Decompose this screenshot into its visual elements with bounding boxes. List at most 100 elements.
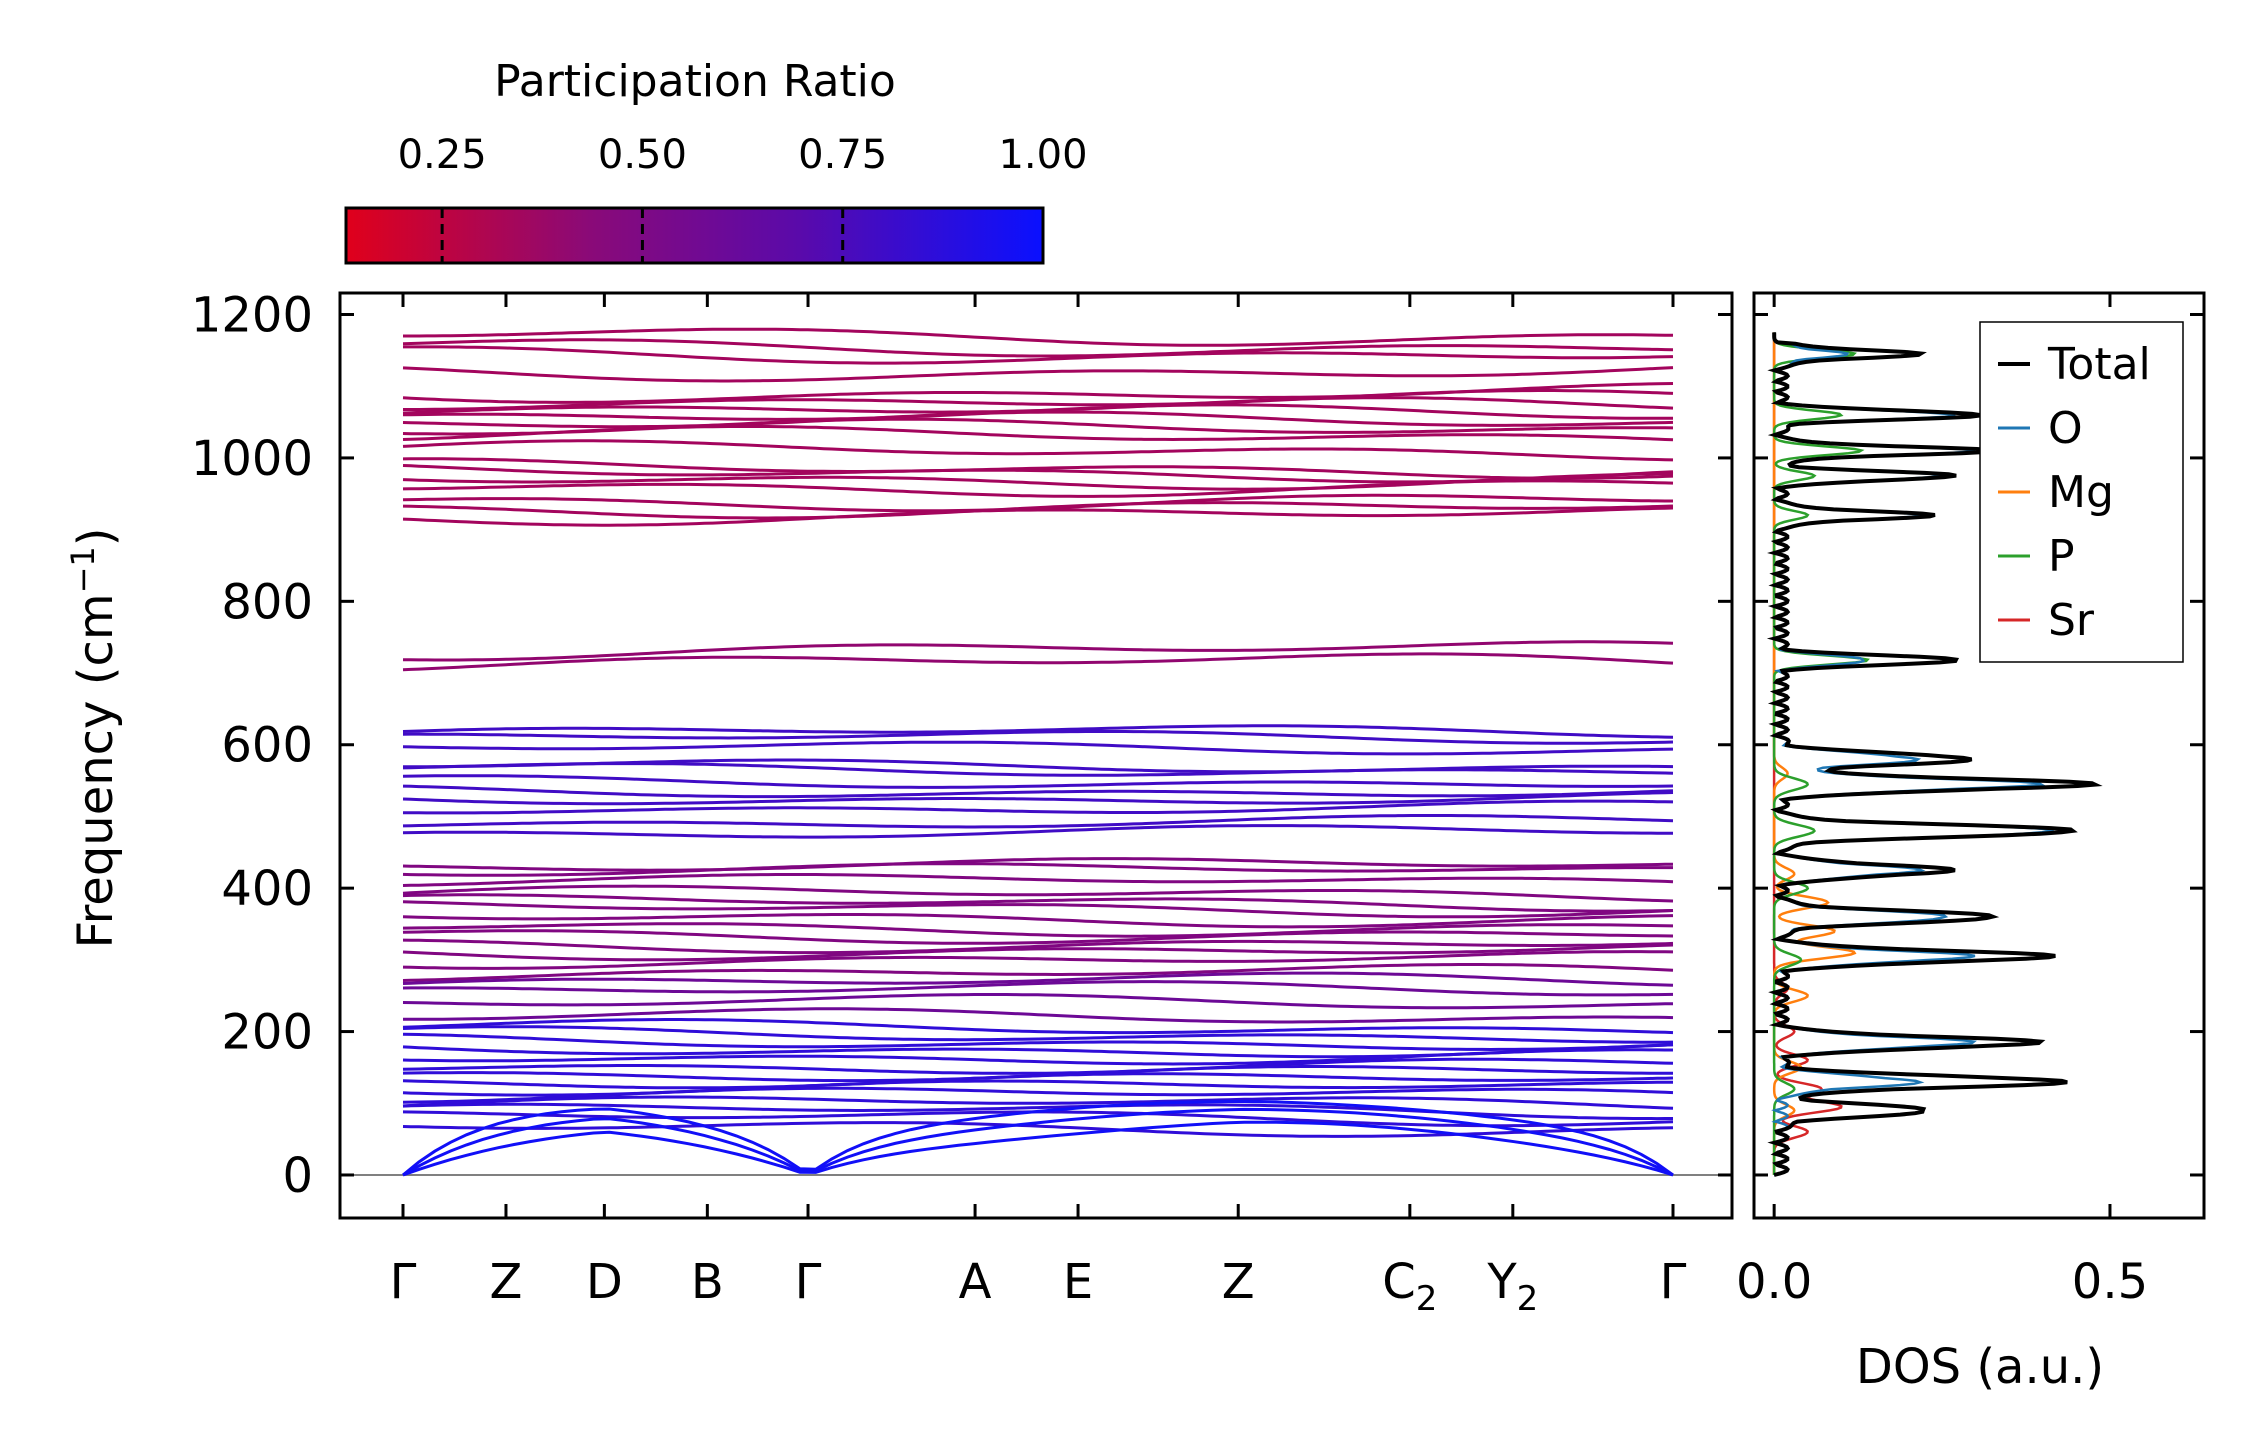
band-line bbox=[402, 1048, 1673, 1066]
band-line bbox=[402, 774, 1674, 789]
band-line bbox=[402, 1095, 1674, 1110]
band-line bbox=[403, 327, 1674, 347]
band-line bbox=[402, 640, 1674, 662]
dos-curve-total bbox=[1766, 332, 2103, 1177]
band-line bbox=[402, 1018, 1674, 1035]
band-line bbox=[402, 506, 1674, 527]
k-point-label: C2 bbox=[1382, 1254, 1437, 1319]
band-line bbox=[402, 857, 1674, 872]
k-point-label: E bbox=[1063, 1254, 1093, 1310]
y-tick-label: 0 bbox=[282, 1148, 313, 1204]
band-line bbox=[403, 345, 1674, 365]
k-point-label: D bbox=[586, 1254, 623, 1310]
y-tick-label: 200 bbox=[221, 1005, 313, 1061]
colorbar-tick-label: 0.50 bbox=[598, 132, 687, 178]
band-line bbox=[402, 1086, 1674, 1104]
dos-curves bbox=[1766, 332, 2103, 1177]
k-point-label: Z bbox=[490, 1254, 523, 1310]
band-line bbox=[402, 501, 1674, 520]
k-point-label: Z bbox=[1222, 1254, 1255, 1310]
legend-label-o: O bbox=[2048, 403, 2083, 454]
colorbar: Participation Ratio 0.25 0.50 0.75 1.00 bbox=[344, 56, 1088, 265]
dos-ticks: 0.0 0.5 bbox=[1736, 293, 2204, 1310]
band-line bbox=[403, 1007, 1674, 1024]
band-line bbox=[402, 1032, 1674, 1052]
band-line bbox=[402, 784, 1674, 799]
band-line bbox=[402, 338, 1674, 358]
band-line bbox=[402, 824, 1673, 839]
band-line bbox=[402, 884, 1674, 903]
y-tick-label: 1000 bbox=[191, 431, 313, 487]
acoustic-band-line bbox=[402, 1100, 1674, 1177]
band-line bbox=[402, 971, 1674, 987]
k-point-label: Γ bbox=[795, 1254, 822, 1310]
band-line bbox=[402, 457, 1674, 480]
y-axis-title: Frequency (cm−1) bbox=[64, 527, 124, 948]
band-line bbox=[402, 873, 1674, 887]
band-line bbox=[402, 993, 1674, 1010]
band-line bbox=[402, 862, 1673, 877]
band-line bbox=[403, 389, 1674, 411]
colorbar-title: Participation Ratio bbox=[494, 56, 896, 107]
band-line bbox=[402, 439, 1674, 462]
y-tick-label: 800 bbox=[221, 574, 313, 630]
dos-x-tick-label: 0.5 bbox=[2072, 1254, 2148, 1310]
band-line bbox=[402, 943, 1674, 962]
dos-panel: 0.0 0.5 DOS (a.u.) Total O Mg P Sr bbox=[1736, 291, 2206, 1395]
colorbar-tick-label: 0.75 bbox=[798, 132, 887, 178]
colorbar-ticks: 0.25 0.50 0.75 1.00 bbox=[398, 132, 1088, 263]
k-point-label: Γ bbox=[1660, 1254, 1687, 1310]
k-point-label: Y2 bbox=[1486, 1254, 1538, 1319]
dos-curve-p bbox=[1772, 332, 1870, 1175]
colorbar-tick-label: 1.00 bbox=[998, 132, 1087, 178]
band-line bbox=[402, 893, 1674, 913]
band-line bbox=[402, 740, 1674, 756]
band-line bbox=[402, 724, 1674, 739]
y-tick-label: 600 bbox=[221, 718, 313, 774]
band-line bbox=[402, 652, 1674, 672]
phonon-bands bbox=[402, 327, 1674, 1177]
y-tick-label: 1200 bbox=[191, 288, 313, 344]
band-line bbox=[402, 799, 1674, 815]
legend-label-sr: Sr bbox=[2048, 595, 2095, 646]
legend-label-mg: Mg bbox=[2048, 467, 2114, 518]
k-point-label: Γ bbox=[390, 1254, 417, 1310]
k-point-label: B bbox=[691, 1254, 724, 1310]
band-line bbox=[402, 950, 1674, 970]
dos-x-tick-label: 0.0 bbox=[1736, 1254, 1812, 1310]
k-point-label: A bbox=[959, 1254, 992, 1310]
band-line bbox=[402, 1025, 1674, 1044]
band-line bbox=[402, 403, 1673, 421]
legend-label-p: P bbox=[2048, 531, 2075, 582]
band-x-ticks: Γ Z D B Γ A E Z C2 Y2 Γ bbox=[390, 293, 1687, 1319]
band-line bbox=[402, 479, 1674, 498]
band-y-ticks: 0 200 400 600 800 1000 1200 bbox=[191, 288, 1732, 1204]
band-line bbox=[402, 791, 1674, 806]
band-line bbox=[402, 938, 1674, 955]
band-line bbox=[402, 410, 1674, 429]
colorbar-tick-label: 0.25 bbox=[398, 132, 487, 178]
legend-label-total: Total bbox=[2047, 339, 2151, 390]
band-line bbox=[402, 424, 1674, 442]
band-axes-frame bbox=[338, 291, 1734, 1220]
band-line bbox=[402, 730, 1674, 745]
acoustic-band-line bbox=[402, 1120, 1674, 1177]
band-line bbox=[402, 929, 1674, 945]
dos-axes-frame bbox=[1752, 291, 2206, 1220]
band-structure-panel: 0 200 400 600 800 1000 1200 Γ Z D B Γ A E Z C2 Y2 Γ Freq… bbox=[64, 288, 1734, 1319]
dos-legend: Total O Mg P Sr bbox=[1979, 321, 2184, 663]
band-line bbox=[402, 913, 1674, 929]
band-line bbox=[402, 814, 1674, 829]
band-line bbox=[402, 963, 1674, 982]
band-line bbox=[402, 761, 1674, 777]
band-line bbox=[402, 980, 1674, 997]
band-line bbox=[402, 1057, 1674, 1075]
y-tick-label: 400 bbox=[221, 861, 313, 917]
band-line bbox=[402, 366, 1674, 383]
band-line bbox=[402, 1072, 1674, 1090]
band-line bbox=[402, 922, 1674, 938]
colorbar-gradient bbox=[344, 206, 1045, 265]
band-line bbox=[402, 900, 1674, 919]
dos-x-axis-title: DOS (a.u.) bbox=[1856, 1339, 2104, 1395]
